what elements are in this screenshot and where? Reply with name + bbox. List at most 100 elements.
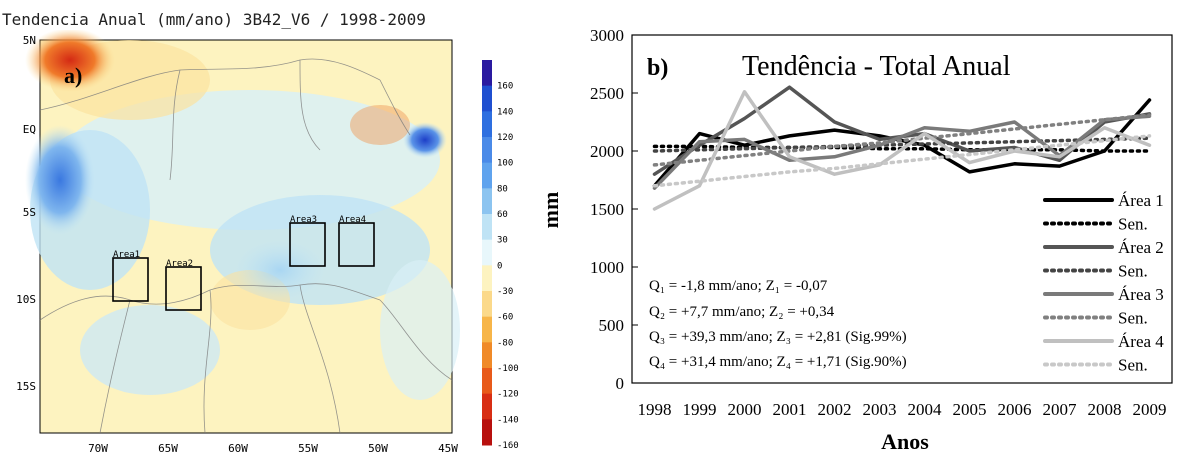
colorbar-swatch <box>482 393 492 420</box>
area1-label: Area1 <box>113 250 140 260</box>
map-shading <box>80 305 220 395</box>
colorbar-label: -80 <box>497 338 513 348</box>
lat-label: 5N <box>23 34 36 47</box>
area4-box <box>338 222 375 267</box>
colorbar-swatch <box>482 291 492 318</box>
chart-panel-label: b) <box>647 55 668 81</box>
x-tick-label: 2008 <box>1088 400 1122 419</box>
trend-map: a) Area1 Area2 Area3 Area4 5N EQ 5S 10S … <box>16 30 519 455</box>
map-title: Tendencia Anual (mm/ano) 3B42_V6 / 1998-… <box>2 10 426 29</box>
trend-line-8 <box>652 134 1152 188</box>
colorbar-swatch <box>482 137 492 164</box>
area3-label: Area3 <box>290 215 317 225</box>
chart-ylabel: mm <box>538 192 563 229</box>
map-borders <box>39 58 453 434</box>
area2-label: Area2 <box>166 259 193 269</box>
colorbar-label: 60 <box>497 210 508 220</box>
area2-box <box>165 266 202 311</box>
y-tick-label: 1000 <box>590 258 624 277</box>
y-tick-label: 0 <box>616 374 625 393</box>
chart-annotation: Q₄ = +31,4 mm/ano; Z₄ = +1,71 (Sig.90%) <box>649 354 907 370</box>
colorbar-label: -120 <box>497 390 519 400</box>
colorbar-swatch <box>482 85 492 112</box>
area3-box <box>289 222 326 267</box>
map-panel-label: a) <box>64 63 82 88</box>
lat-label: EQ <box>23 123 36 136</box>
x-tick-label: 2009 <box>1133 400 1167 419</box>
y-tick-label: 2000 <box>590 142 624 161</box>
x-tick-label: 2000 <box>728 400 762 419</box>
colorbar-swatch <box>482 265 492 292</box>
x-tick-label: 2007 <box>1043 400 1078 419</box>
colorbar-swatch <box>482 342 492 369</box>
legend-label: Sen. <box>1118 356 1148 375</box>
line-chart: 0 500 1000 1500 2000 2500 3000 1998 1999 2000 2001… <box>538 26 1173 454</box>
area4-label: Area4 <box>339 215 366 225</box>
lon-label: 50W <box>368 442 388 455</box>
legend-label: Área 3 <box>1118 285 1164 304</box>
lon-label: 55W <box>298 442 318 455</box>
legend-label: Sen. <box>1118 262 1148 281</box>
colorbar-label: -140 <box>497 415 519 425</box>
colorbar-label: 160 <box>497 82 513 92</box>
colorbar-swatch <box>482 60 492 87</box>
chart-axes: 0 500 1000 1500 2000 2500 3000 1998 1999 2000 2001… <box>590 26 1173 419</box>
chart-annotation: Q₂ = +7,7 mm/ano; Z₂ = +0,34 <box>649 304 835 320</box>
area1-box <box>112 257 149 302</box>
colorbar-label: -60 <box>497 313 513 323</box>
legend-label: Área 1 <box>1118 191 1164 210</box>
map-hotspot <box>25 30 115 92</box>
legend-label: Sen. <box>1118 309 1148 328</box>
colorbar-label: -100 <box>497 364 519 374</box>
y-tick-label: 3000 <box>590 26 624 45</box>
chart-xlabel: Anos <box>881 429 929 454</box>
colorbar-swatch <box>482 316 492 343</box>
lon-label: 45W <box>438 442 458 455</box>
colorbar-label: -30 <box>497 287 513 297</box>
chart-annotation: Q₁ = -1,8 mm/ano; Z₁ = -0,07 <box>649 278 828 294</box>
colorbar-label: 100 <box>497 159 513 169</box>
colorbar-swatch <box>482 214 492 241</box>
legend-label: Área 2 <box>1118 238 1164 257</box>
chart-title: Tendência - Total Anual <box>742 51 1011 82</box>
x-tick-label: 2002 <box>818 400 852 419</box>
y-tick-label: 2500 <box>590 84 624 103</box>
colorbar-swatch <box>482 188 492 215</box>
chart-annotation: Q₃ = +39,3 mm/ano; Z₃ = +2,81 (Sig.99%) <box>649 329 907 345</box>
map-hotspot <box>235 240 325 300</box>
x-tick-label: 2005 <box>953 400 987 419</box>
colorbar-swatch <box>482 419 492 446</box>
map-shading <box>380 260 460 400</box>
colorbar-label: 0 <box>497 261 502 271</box>
legend-label: Área 4 <box>1118 332 1164 351</box>
x-tick-label: 1999 <box>683 400 717 419</box>
colorbar-swatch <box>482 239 492 266</box>
map-hotspot <box>350 105 410 145</box>
lon-label: 65W <box>158 442 178 455</box>
x-tick-label: 2003 <box>863 400 897 419</box>
colorbar-swatch <box>482 368 492 395</box>
series-line-7 <box>652 90 1152 211</box>
chart-series <box>652 85 1152 211</box>
lat-label: 5S <box>23 206 36 219</box>
y-tick-label: 1500 <box>590 200 624 219</box>
colorbar: 160 140 120 100 80 60 30 0 -30 -60 -80 -100 -120 -140… <box>482 60 519 451</box>
legend-label: Sen. <box>1118 215 1148 234</box>
x-tick-label: 2001 <box>773 400 807 419</box>
colorbar-label: 140 <box>497 107 513 117</box>
lat-label: 10S <box>16 293 36 306</box>
x-tick-label: 2004 <box>908 400 943 419</box>
colorbar-label: 80 <box>497 184 508 194</box>
colorbar-label: -160 <box>497 441 519 451</box>
colorbar-swatch <box>482 162 492 189</box>
chart-legend: Área 1 Sen. Área 2 Sen. Área 3 Sen. Área 4 Sen. <box>1043 191 1164 375</box>
trend-line-6 <box>652 113 1152 167</box>
lat-label: 15S <box>16 380 36 393</box>
colorbar-swatch <box>482 111 492 138</box>
map-shading <box>60 90 440 230</box>
colorbar-label: 30 <box>497 236 508 246</box>
map-hotspot <box>25 125 95 235</box>
lon-label: 70W <box>88 442 108 455</box>
y-tick-label: 500 <box>599 316 625 335</box>
map-hotspot <box>403 122 447 158</box>
